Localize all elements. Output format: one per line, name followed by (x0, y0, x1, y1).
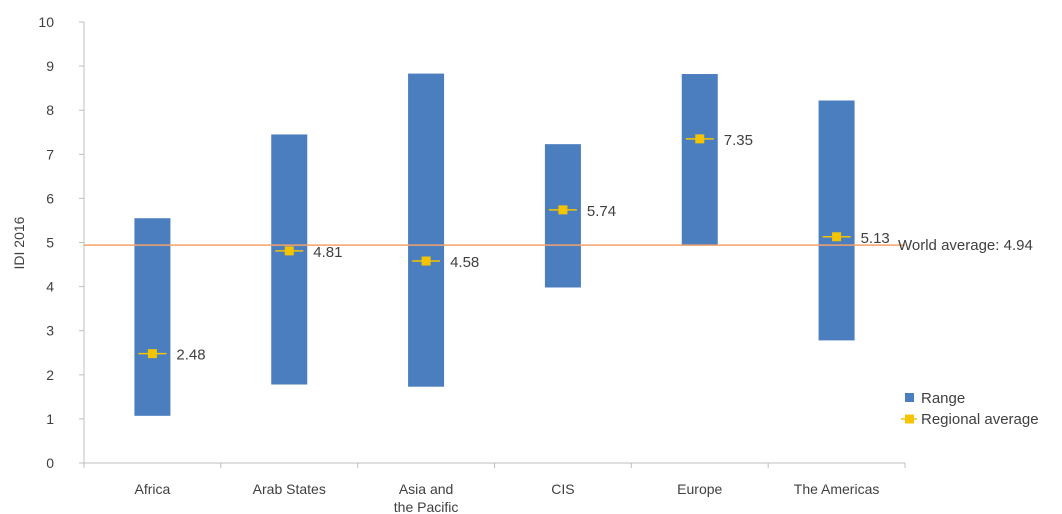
y-tick-label: 2 (46, 367, 54, 383)
y-tick-label: 3 (46, 323, 54, 339)
y-tick-label: 10 (38, 14, 54, 30)
regional-average-marker (421, 256, 431, 266)
y-axis: 0 1 2 3 4 5 6 7 8 9 10 (38, 14, 85, 471)
data-label: 5.13 (861, 230, 890, 247)
data-label: 4.58 (450, 254, 479, 271)
range-bar (818, 100, 855, 341)
world-average-line-group: World average: 4.94 (84, 237, 1033, 254)
regional-average-marker (147, 349, 157, 359)
regional-average-markers: 2.48 4.81 4.58 5.74 7.35 5.13 (138, 132, 890, 364)
data-label: 2.48 (176, 347, 205, 364)
y-tick-label: 1 (46, 411, 54, 427)
y-tick-label: 4 (46, 279, 54, 295)
y-tick-label: 5 (46, 235, 54, 251)
x-tick-label: Europe (677, 481, 722, 497)
legend-range-swatch (905, 393, 914, 402)
regional-average-marker (832, 232, 842, 242)
x-axis: Africa Arab States Asia and the Pacific CIS E… (83, 462, 906, 514)
y-tick-label: 7 (46, 146, 54, 162)
y-tick-label: 0 (46, 455, 54, 471)
legend-average-swatch (905, 414, 914, 424)
x-tick-label: the Pacific (394, 499, 459, 514)
x-tick-label: Arab States (253, 481, 326, 497)
y-tick-label: 9 (46, 58, 54, 74)
y-tick-label: 8 (46, 102, 54, 118)
y-tick-label: 6 (46, 190, 54, 206)
range-bar (134, 218, 171, 416)
legend-average-label: Regional average (921, 411, 1039, 428)
regional-average-marker (695, 134, 705, 144)
x-tick-label: CIS (551, 481, 574, 497)
data-label: 5.74 (587, 203, 616, 220)
y-axis-title: IDI 2016 (11, 216, 27, 269)
regional-average-marker (558, 205, 568, 215)
range-bars (134, 73, 855, 416)
data-label: 4.81 (313, 244, 342, 261)
x-tick-label: The Americas (794, 481, 880, 497)
legend-range-label: Range (921, 390, 965, 407)
range-bar (681, 74, 718, 246)
range-bar (544, 144, 581, 288)
x-tick-label: Asia and (399, 481, 453, 497)
world-average-label: World average: 4.94 (898, 237, 1033, 254)
regional-average-marker (284, 246, 294, 256)
x-tick-label: Africa (135, 481, 171, 497)
legend: Range Regional average (901, 390, 1039, 428)
data-label: 7.35 (724, 132, 753, 149)
range-bar (271, 134, 308, 385)
range-bar (408, 73, 445, 387)
